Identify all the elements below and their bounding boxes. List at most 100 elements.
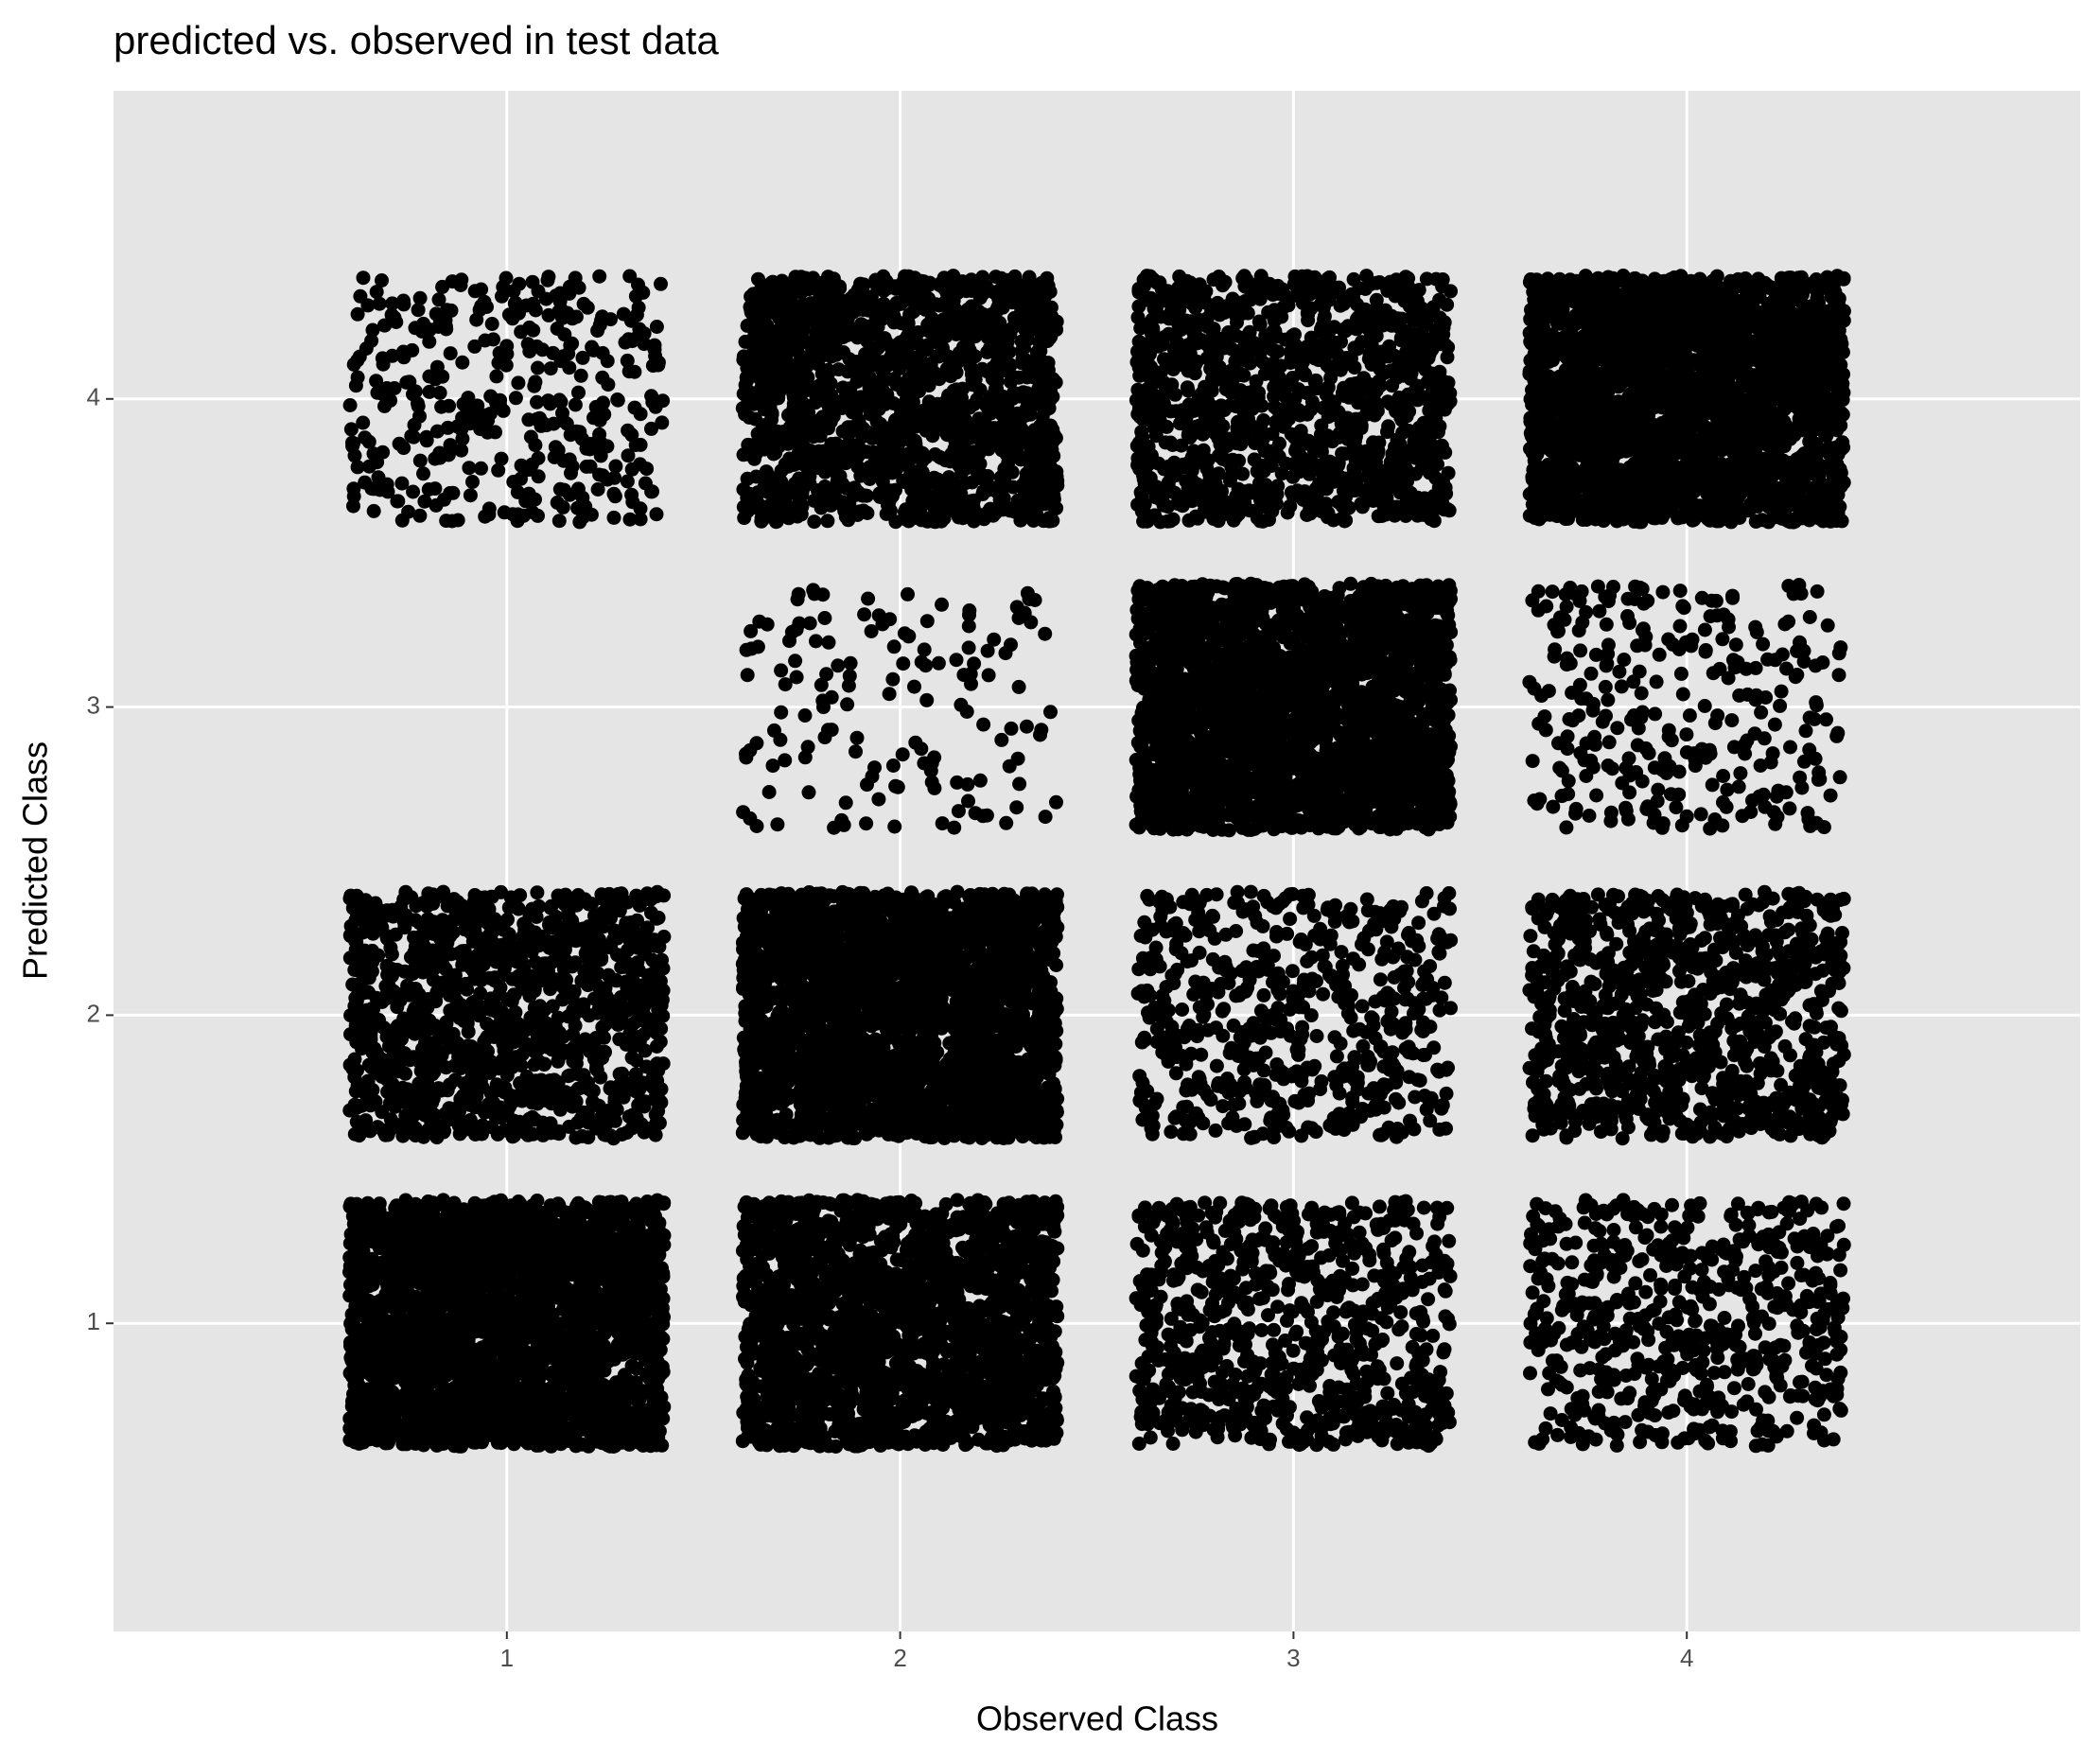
point [896,294,910,308]
point [887,315,901,329]
point [521,337,535,351]
point [752,324,766,339]
point [1322,270,1337,285]
point [454,444,468,458]
point [954,407,968,421]
point [815,339,830,353]
point [1168,466,1182,480]
point [1181,276,1196,290]
point [1415,351,1429,365]
point [367,481,381,496]
point [1285,485,1299,499]
point [1247,286,1261,300]
point [515,459,529,473]
point [1420,271,1434,286]
point [848,480,862,495]
point [748,412,762,427]
point [532,469,546,483]
point [828,296,842,310]
point [787,458,801,472]
point [1193,452,1207,466]
point [1237,430,1251,445]
point [1395,361,1409,375]
point [528,438,542,452]
point [569,398,583,412]
point [1257,486,1271,500]
point [445,514,459,529]
point [1416,508,1430,522]
point [1281,506,1295,520]
point [1381,419,1395,433]
point [1315,476,1329,490]
point [411,396,425,410]
point [1049,464,1063,479]
point [367,446,381,461]
point [428,481,442,496]
point [812,445,826,459]
point [805,423,819,437]
point [1138,276,1152,290]
point [837,317,851,331]
point [584,460,598,474]
point [1307,270,1321,285]
point [934,318,948,332]
point [1300,386,1314,400]
point [1286,470,1300,484]
point [1349,483,1363,497]
point [375,387,389,401]
point [1021,326,1035,340]
point [595,309,609,323]
point [1284,345,1298,359]
point [1049,501,1063,515]
point [556,500,570,514]
point [761,359,775,374]
point [802,313,816,327]
point [1041,356,1056,370]
point [1020,304,1034,318]
point [860,445,874,459]
point [429,306,444,321]
point [1200,320,1215,334]
point [1035,425,1049,439]
point [1208,336,1222,350]
point [1432,480,1446,495]
point [840,455,854,469]
point [1342,500,1356,514]
point [831,346,845,360]
point [624,488,639,502]
point [1356,385,1370,399]
point [1007,439,1022,453]
point [986,361,1000,375]
point [1207,498,1221,513]
point [952,502,966,516]
point [1282,298,1296,312]
point [1202,484,1216,498]
point [556,413,570,427]
point [489,369,503,383]
point [1190,336,1204,350]
point [439,320,453,334]
point [1137,406,1151,420]
point [619,336,633,350]
point [478,295,492,309]
point [1206,351,1220,365]
point [531,509,545,523]
point [390,495,404,509]
point [820,514,834,528]
point [1385,309,1399,323]
point [532,451,546,465]
point [514,472,528,486]
point [1262,513,1276,527]
point [1243,357,1257,371]
point [941,286,955,300]
point [1370,293,1384,307]
point [434,400,448,414]
point [884,503,898,517]
point [774,475,788,489]
point [1298,368,1312,382]
point [1432,365,1446,379]
point [607,487,621,501]
point [1301,408,1315,422]
point [1440,298,1454,312]
point [485,317,499,331]
